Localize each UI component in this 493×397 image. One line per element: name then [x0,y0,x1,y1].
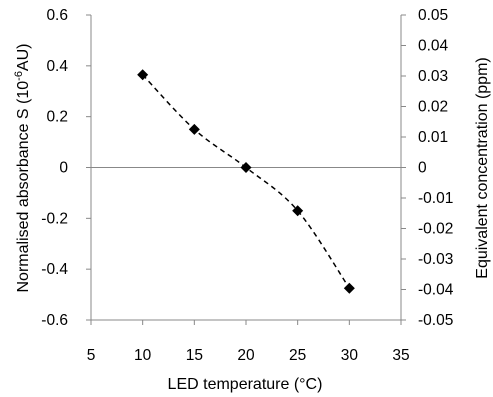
y2-tick-label: -0.01 [418,190,453,207]
y-axis-title-suffix: AU) [15,43,32,71]
y2-tick-label: 0.02 [418,99,448,116]
y-axis-title-exponent: -6 [13,71,25,81]
y2-tick-label: 0.01 [418,129,448,146]
x-axis-title: LED temperature (°C) [168,376,323,393]
y-tick-label: 0.4 [46,58,68,75]
x-tick-label: 20 [237,347,255,364]
y2-tick-label: 0.05 [418,7,448,24]
y2-tick-label: 0.03 [418,68,448,85]
x-tick-label: 15 [186,347,203,364]
y-axis-title-prefix: Normalised absorbance S (10 [15,81,32,293]
x-tick-label: 10 [134,347,152,364]
data-point [343,282,355,294]
y-tick-label: 0 [59,160,68,177]
y2-tick-label: -0.05 [418,312,453,329]
data-point [292,205,304,217]
y-tick-label: -0.6 [41,312,68,329]
y2-tick-label: -0.02 [418,221,453,238]
y-tick-label: -0.2 [41,210,68,227]
y2-tick-label: -0.04 [418,282,454,299]
y2-tick-label: -0.03 [418,251,453,268]
y2-axis-title: Equivalent concentration (ppm) [474,57,491,278]
data-point [240,162,252,173]
trend-line [142,74,350,289]
data-point [137,69,149,81]
y2-tick-label: 0.04 [418,38,449,55]
x-tick-label: 25 [289,347,306,364]
y-axis-title: Normalised absorbance S (10-6AU) [13,43,32,292]
y-tick-label: 0.6 [46,7,68,24]
y-tick-label: 0.2 [46,109,68,126]
y2-tick-label: 0 [418,160,427,177]
data-point [188,123,200,135]
x-tick-label: 5 [87,347,96,364]
x-tick-label: 35 [392,347,409,364]
x-tick-label: 30 [341,347,359,364]
y-tick-label: -0.4 [41,261,68,278]
